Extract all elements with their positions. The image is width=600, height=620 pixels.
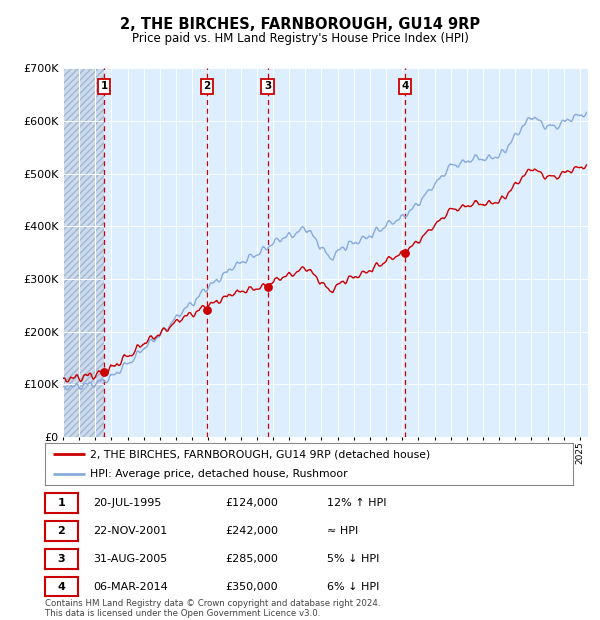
Bar [63,68,104,437]
Text: Price paid vs. HM Land Registry's House Price Index (HPI): Price paid vs. HM Land Registry's House … [131,32,469,45]
Text: 1: 1 [101,81,108,91]
Text: 2: 2 [58,526,65,536]
Text: 06-MAR-2014: 06-MAR-2014 [93,582,168,592]
Point [400,247,410,258]
Text: £350,000: £350,000 [225,582,278,592]
Text: 6% ↓ HPI: 6% ↓ HPI [327,582,379,592]
Text: 20-JUL-1995: 20-JUL-1995 [93,498,161,508]
Text: 2, THE BIRCHES, FARNBOROUGH, GU14 9RP (detached house): 2, THE BIRCHES, FARNBOROUGH, GU14 9RP (d… [90,449,430,459]
Point [100,367,109,377]
Text: 4: 4 [401,81,409,91]
Text: £242,000: £242,000 [225,526,278,536]
Text: 2: 2 [203,81,211,91]
Text: 5% ↓ HPI: 5% ↓ HPI [327,554,379,564]
Text: 3: 3 [58,554,65,564]
Text: 22-NOV-2001: 22-NOV-2001 [93,526,167,536]
Bar [63,68,104,437]
Text: £285,000: £285,000 [225,554,278,564]
Text: 1: 1 [58,498,65,508]
Text: 12% ↑ HPI: 12% ↑ HPI [327,498,386,508]
Text: 31-AUG-2005: 31-AUG-2005 [93,554,167,564]
Point [202,304,212,314]
Text: ≈ HPI: ≈ HPI [327,526,358,536]
Text: Contains HM Land Registry data © Crown copyright and database right 2024.
This d: Contains HM Land Registry data © Crown c… [45,599,380,618]
Point [263,282,272,292]
Text: 2, THE BIRCHES, FARNBOROUGH, GU14 9RP: 2, THE BIRCHES, FARNBOROUGH, GU14 9RP [120,17,480,32]
Text: £124,000: £124,000 [225,498,278,508]
Text: 3: 3 [264,81,271,91]
Text: HPI: Average price, detached house, Rushmoor: HPI: Average price, detached house, Rush… [90,469,347,479]
Text: 4: 4 [58,582,65,591]
